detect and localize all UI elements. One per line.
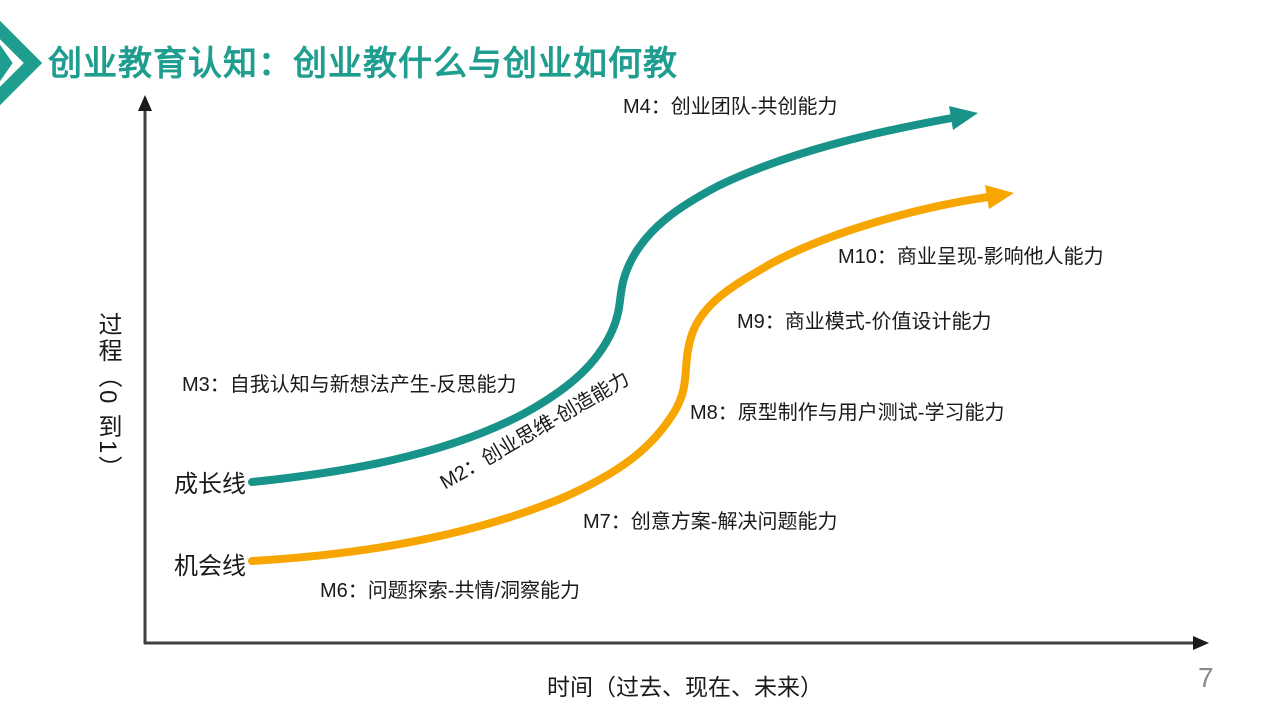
y-axis-arrow-icon bbox=[138, 95, 152, 111]
curve-label-m3: M3：自我认知与新想法产生-反思能力 bbox=[182, 374, 517, 396]
growth-line-label: 成长线 bbox=[174, 471, 246, 498]
page-number: 7 bbox=[1198, 662, 1214, 693]
growth-curve-arrow-icon bbox=[949, 106, 978, 130]
growth-curve bbox=[248, 106, 978, 486]
opportunity-line-label: 机会线 bbox=[174, 553, 246, 580]
x-axis-label: 时间（过去、现在、未来） bbox=[547, 674, 823, 700]
curve-label-m9: M9：商业模式-价值设计能力 bbox=[737, 311, 992, 333]
opportunity-curve bbox=[248, 185, 1014, 565]
y-axis-label: 过程（0 到1） bbox=[94, 312, 121, 482]
slide-title: 创业教育认知：创业教什么与创业如何教 bbox=[48, 45, 678, 83]
curve-label-m7: M7：创意方案-解决问题能力 bbox=[583, 511, 838, 533]
opportunity-curve-arrow-icon bbox=[985, 185, 1014, 209]
y-axis bbox=[138, 95, 152, 644]
x-axis bbox=[144, 636, 1209, 650]
curve-label-m10: M10：商业呈现-影响他人能力 bbox=[838, 246, 1104, 268]
x-axis-arrow-icon bbox=[1193, 636, 1209, 650]
curve-label-m6: M6：问题探索-共情/洞察能力 bbox=[320, 580, 580, 602]
double-chevron-icon bbox=[0, 20, 43, 106]
curve-label-m8: M8：原型制作与用户测试-学习能力 bbox=[690, 402, 1005, 424]
curve-label-m4: M4：创业团队-共创能力 bbox=[623, 96, 838, 118]
